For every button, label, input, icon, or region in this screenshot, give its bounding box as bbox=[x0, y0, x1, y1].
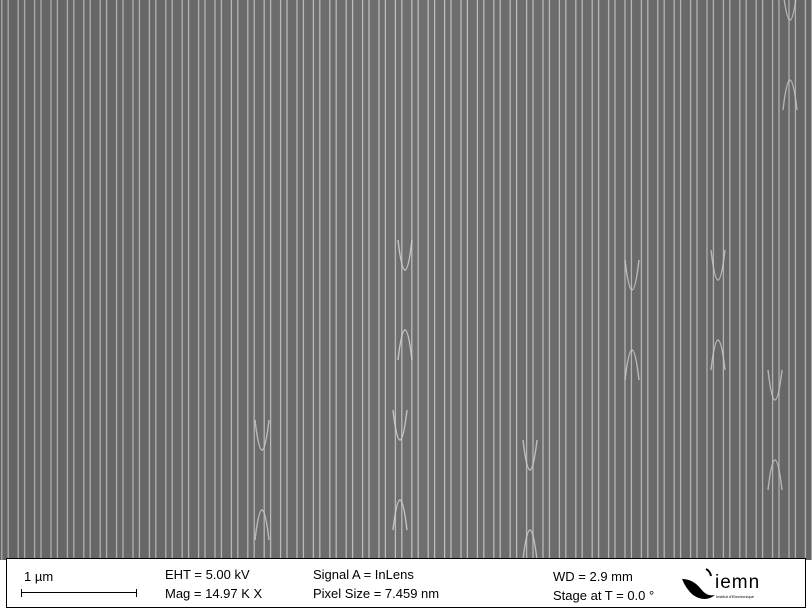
iemn-logo-subtitle: Institut d'Electronique bbox=[716, 594, 755, 599]
scale-bar-right-tick bbox=[136, 589, 137, 597]
iemn-logo-mark-icon bbox=[682, 568, 715, 599]
wd-readout: WD = 2.9 mm bbox=[553, 569, 633, 584]
stage-readout: Stage at T = 0.0 ° bbox=[553, 588, 655, 603]
iemn-logo-text: iemn bbox=[715, 572, 761, 593]
sem-micrograph bbox=[0, 0, 812, 560]
info-bar: 1 µm EHT = 5.00 kV Mag = 14.97 K X Signa… bbox=[6, 558, 806, 608]
sem-vignette bbox=[0, 0, 812, 560]
scale-bar-label: 1 µm bbox=[24, 569, 54, 584]
scale-bar-line bbox=[21, 592, 137, 593]
eht-readout: EHT = 5.00 kV bbox=[165, 567, 250, 582]
mag-readout: Mag = 14.97 K X bbox=[165, 586, 263, 601]
scale-bar bbox=[21, 589, 137, 597]
signal-readout: Signal A = InLens bbox=[313, 567, 414, 582]
iemn-logo: iemn Institut d'Electronique bbox=[679, 565, 799, 605]
pixel-size-readout: Pixel Size = 7.459 nm bbox=[313, 586, 440, 601]
scale-bar-left-tick bbox=[21, 589, 22, 597]
